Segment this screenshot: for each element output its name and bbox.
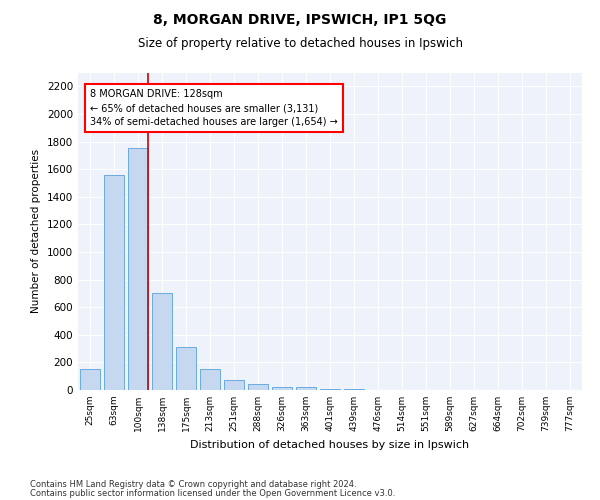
Text: 8, MORGAN DRIVE, IPSWICH, IP1 5QG: 8, MORGAN DRIVE, IPSWICH, IP1 5QG xyxy=(154,12,446,26)
Bar xyxy=(80,370,100,390)
Text: Size of property relative to detached houses in Ipswich: Size of property relative to detached ho… xyxy=(137,38,463,51)
Bar xyxy=(320,388,340,390)
Bar xyxy=(128,148,148,390)
Bar xyxy=(176,347,196,390)
Text: Contains public sector information licensed under the Open Government Licence v3: Contains public sector information licen… xyxy=(30,489,395,498)
Text: 8 MORGAN DRIVE: 128sqm
← 65% of detached houses are smaller (3,131)
34% of semi-: 8 MORGAN DRIVE: 128sqm ← 65% of detached… xyxy=(90,89,338,127)
Bar xyxy=(248,384,268,390)
Bar xyxy=(272,386,292,390)
Y-axis label: Number of detached properties: Number of detached properties xyxy=(31,149,41,314)
X-axis label: Distribution of detached houses by size in Ipswich: Distribution of detached houses by size … xyxy=(190,440,470,450)
Text: Contains HM Land Registry data © Crown copyright and database right 2024.: Contains HM Land Registry data © Crown c… xyxy=(30,480,356,489)
Bar xyxy=(224,380,244,390)
Bar xyxy=(200,368,220,390)
Bar xyxy=(152,294,172,390)
Bar xyxy=(104,176,124,390)
Bar xyxy=(296,387,316,390)
